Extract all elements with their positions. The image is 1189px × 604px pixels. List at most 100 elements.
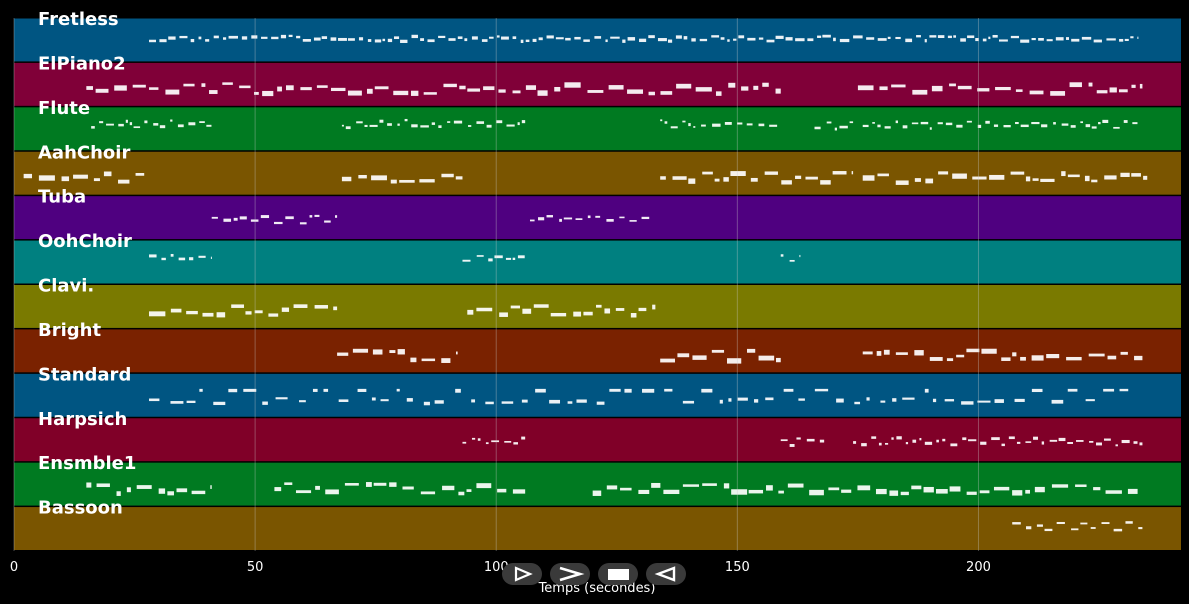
note	[682, 120, 686, 123]
track-notes-11	[1012, 521, 1143, 532]
note	[861, 443, 867, 447]
note	[929, 357, 943, 361]
note	[1055, 37, 1064, 41]
note	[911, 122, 919, 125]
note	[149, 254, 157, 258]
stop-icon	[608, 569, 629, 580]
note	[400, 39, 408, 43]
note	[529, 219, 535, 222]
note	[877, 38, 887, 41]
note	[1067, 388, 1078, 392]
note	[1133, 441, 1138, 444]
note	[186, 310, 198, 315]
note	[410, 357, 417, 363]
note	[1085, 124, 1091, 128]
note	[728, 82, 736, 88]
forward-button[interactable]	[550, 563, 590, 585]
note	[778, 490, 784, 494]
note	[629, 220, 637, 222]
note	[86, 86, 93, 90]
note	[410, 90, 419, 96]
note	[1032, 178, 1039, 181]
note	[106, 123, 114, 126]
note	[486, 124, 492, 128]
note	[701, 388, 713, 393]
note	[862, 175, 875, 181]
play-button[interactable]	[502, 563, 542, 585]
note	[682, 484, 699, 487]
note	[149, 398, 160, 402]
note	[555, 37, 564, 40]
note	[942, 438, 946, 442]
note	[448, 38, 456, 41]
note	[260, 215, 270, 219]
track-notes-4	[211, 214, 650, 225]
back-button[interactable]	[646, 563, 686, 585]
note	[1103, 438, 1111, 441]
note	[537, 90, 548, 96]
note	[1096, 90, 1108, 94]
grid-lines	[13, 18, 979, 551]
note	[806, 438, 815, 442]
note	[165, 89, 180, 95]
note	[285, 85, 294, 91]
note	[766, 485, 773, 491]
note	[805, 176, 818, 180]
note	[176, 488, 188, 493]
note	[998, 39, 1008, 42]
note	[419, 179, 435, 183]
note	[233, 217, 238, 221]
note	[389, 482, 397, 487]
note	[397, 123, 400, 126]
note	[1003, 124, 1011, 128]
note	[795, 175, 802, 179]
note	[822, 34, 831, 38]
note	[660, 358, 676, 363]
note	[538, 217, 545, 221]
note	[210, 256, 212, 259]
note	[211, 216, 218, 219]
note	[1113, 528, 1123, 532]
note	[352, 348, 369, 353]
note	[1031, 355, 1044, 361]
note	[1123, 120, 1128, 123]
note	[335, 215, 338, 218]
note	[1050, 91, 1066, 96]
note-layer	[23, 34, 1148, 532]
note	[695, 87, 712, 92]
note	[199, 388, 203, 392]
note	[296, 35, 301, 39]
note	[753, 85, 759, 90]
note	[1080, 522, 1088, 525]
note	[853, 35, 863, 39]
note	[1139, 83, 1143, 89]
note	[206, 124, 212, 127]
note	[693, 126, 696, 128]
note	[702, 171, 713, 175]
note	[1102, 119, 1109, 123]
note	[374, 86, 389, 90]
note	[1076, 440, 1084, 442]
note	[642, 388, 655, 393]
stop-button[interactable]	[598, 563, 638, 585]
note	[787, 483, 804, 488]
note	[887, 36, 891, 40]
note	[521, 120, 526, 124]
note	[170, 401, 184, 404]
note	[447, 121, 451, 123]
note	[723, 483, 730, 489]
note	[663, 489, 680, 495]
note	[93, 178, 100, 182]
note	[1020, 39, 1030, 43]
note	[371, 175, 387, 181]
note	[213, 401, 226, 406]
note	[91, 126, 95, 129]
note	[900, 491, 909, 496]
note	[178, 257, 186, 261]
note	[1034, 486, 1045, 493]
note	[667, 39, 673, 43]
note	[1103, 388, 1115, 392]
note	[1098, 122, 1101, 125]
note	[932, 398, 937, 403]
note	[118, 123, 124, 127]
